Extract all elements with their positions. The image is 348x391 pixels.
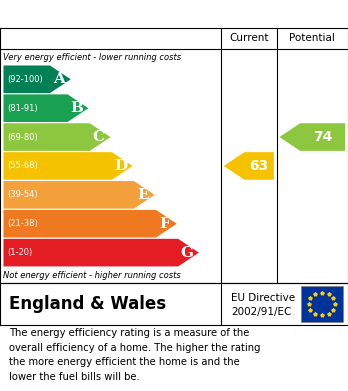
Text: G: G [180,246,193,260]
FancyBboxPatch shape [301,286,343,322]
Text: D: D [114,159,127,173]
Text: (69-80): (69-80) [8,133,38,142]
Text: (1-20): (1-20) [8,248,33,257]
Polygon shape [3,152,133,180]
Polygon shape [224,152,274,180]
Text: B: B [70,101,83,115]
Text: 63: 63 [250,159,269,173]
Polygon shape [3,94,88,122]
Text: (81-91): (81-91) [8,104,38,113]
Polygon shape [3,181,155,209]
Text: (92-100): (92-100) [8,75,44,84]
Polygon shape [279,123,345,151]
Polygon shape [3,210,177,238]
Text: EU Directive: EU Directive [231,293,295,303]
Text: A: A [53,72,65,86]
Text: Very energy efficient - lower running costs: Very energy efficient - lower running co… [3,53,182,62]
Polygon shape [3,239,199,266]
Text: The energy efficiency rating is a measure of the
overall efficiency of a home. T: The energy efficiency rating is a measur… [9,328,260,382]
Text: (21-38): (21-38) [8,219,38,228]
Text: England & Wales: England & Wales [9,295,166,313]
Polygon shape [3,65,71,93]
Text: E: E [137,188,149,202]
Text: Current: Current [229,34,269,43]
Text: (39-54): (39-54) [8,190,38,199]
Text: Not energy efficient - higher running costs: Not energy efficient - higher running co… [3,271,181,280]
Text: 74: 74 [313,130,332,144]
Text: F: F [159,217,170,231]
Text: Energy Efficiency Rating: Energy Efficiency Rating [7,7,209,22]
Text: C: C [93,130,104,144]
Text: (55-68): (55-68) [8,161,38,170]
Polygon shape [3,123,111,151]
Text: Potential: Potential [290,34,335,43]
Text: 2002/91/EC: 2002/91/EC [231,307,292,317]
